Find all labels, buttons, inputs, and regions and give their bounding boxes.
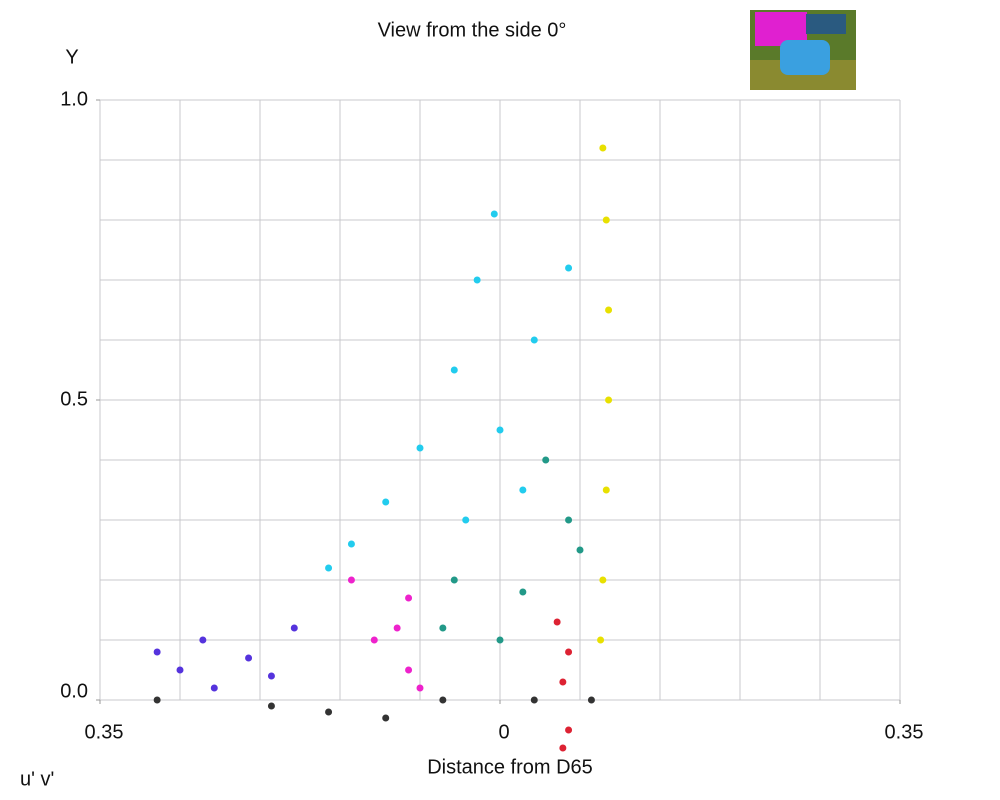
chart-title: View from the side 0° <box>378 19 567 41</box>
x-tick-label: 0.35 <box>85 721 124 743</box>
point <box>473 276 481 284</box>
point <box>462 516 470 524</box>
point <box>393 624 401 632</box>
x-tick-label: 0.35 <box>885 721 924 743</box>
point <box>605 396 613 404</box>
point <box>519 588 527 596</box>
point <box>450 576 458 584</box>
point <box>490 210 498 218</box>
y-tick-label: 0.0 <box>60 680 88 702</box>
point <box>605 306 613 314</box>
point <box>176 666 184 674</box>
point <box>405 666 413 674</box>
point <box>530 696 538 704</box>
point <box>405 594 413 602</box>
x-tick-label: 0 <box>498 721 509 743</box>
point <box>450 366 458 374</box>
point <box>245 654 253 662</box>
point <box>416 684 424 692</box>
corner-label: u' v' <box>20 768 54 790</box>
point <box>370 636 378 644</box>
point <box>153 696 161 704</box>
y-tick-label: 1.0 <box>60 88 88 110</box>
thumbnail <box>750 10 856 90</box>
point <box>587 696 595 704</box>
point <box>599 576 607 584</box>
point <box>439 624 447 632</box>
point <box>602 486 610 494</box>
point <box>325 708 333 716</box>
y-tick-label: 0.5 <box>60 388 88 410</box>
point <box>597 636 605 644</box>
point <box>382 498 390 506</box>
point <box>153 648 161 656</box>
point <box>290 624 298 632</box>
point <box>416 444 424 452</box>
point <box>199 636 207 644</box>
y-axis-label: Y <box>65 46 78 68</box>
point <box>602 216 610 224</box>
point <box>496 636 504 644</box>
point <box>553 618 561 626</box>
point <box>565 726 573 734</box>
point <box>565 516 573 524</box>
point <box>565 264 573 272</box>
point <box>565 648 573 656</box>
point <box>576 546 584 554</box>
point <box>382 714 390 722</box>
point <box>530 336 538 344</box>
point <box>347 540 355 548</box>
point <box>542 456 550 464</box>
point <box>559 678 567 686</box>
point <box>267 702 275 710</box>
point <box>439 696 447 704</box>
point <box>210 684 218 692</box>
point <box>325 564 333 572</box>
point <box>519 486 527 494</box>
point <box>267 672 275 680</box>
point <box>496 426 504 434</box>
point <box>599 144 607 152</box>
point <box>559 744 567 752</box>
point <box>347 576 355 584</box>
x-axis-label: Distance from D65 <box>427 756 593 778</box>
